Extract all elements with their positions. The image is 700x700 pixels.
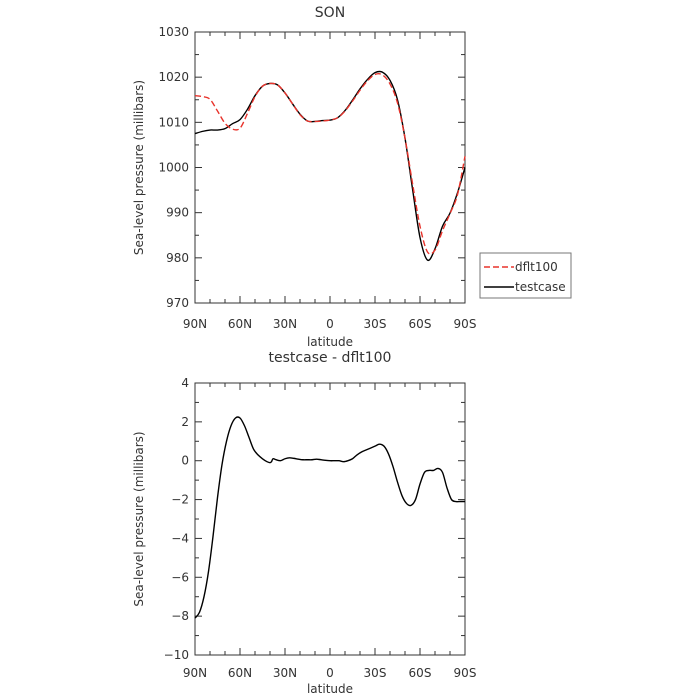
x-tick-label: 90N: [183, 666, 207, 680]
plot-frame: [194, 382, 466, 656]
y-axis-label: Sea-level pressure (millibars): [132, 431, 146, 606]
legend-box: [479, 252, 572, 299]
y-axis-label: Sea-level pressure (millibars): [132, 80, 146, 255]
x-tick-label: 90S: [454, 317, 477, 331]
x-axis-label: latitude: [307, 682, 353, 696]
y-tick-label: 2: [181, 415, 189, 429]
y-tick-label: 980: [166, 251, 189, 265]
chart-title: SON: [315, 5, 345, 21]
x-tick-label: 30S: [364, 666, 387, 680]
series-line-testcase-dflt100: [194, 416, 465, 619]
y-tick-label: 990: [166, 206, 189, 220]
y-tick-label: 970: [166, 296, 189, 310]
y-tick-label: 0: [181, 454, 189, 468]
y-tick-label: 1030: [158, 25, 189, 39]
x-tick-label: 30N: [273, 666, 297, 680]
x-tick-label: 60S: [409, 666, 432, 680]
x-tick-label: 60N: [228, 317, 252, 331]
x-tick-label: 90N: [183, 317, 207, 331]
chart-panel-1: SON 90N 60N 30N 0 30S 60S 90S 970 980 990 1000 1010 1…: [132, 5, 572, 349]
x-tick-label: 60S: [409, 317, 432, 331]
y-tick-label: −4: [171, 531, 189, 545]
y-tick-label: −8: [171, 609, 189, 623]
x-tick-label: 60N: [228, 666, 252, 680]
x-tick-label: 30S: [364, 317, 387, 331]
y-tick-label: −2: [171, 493, 189, 507]
plot-frame: [194, 31, 466, 304]
legend-label-testcase: testcase: [515, 280, 566, 294]
x-axis-label: latitude: [307, 335, 353, 349]
chart-title: testcase - dflt100: [269, 350, 392, 366]
x-tick-label: 90S: [454, 666, 477, 680]
x-tick-label: 0: [326, 317, 334, 331]
x-tick-label: 0: [326, 666, 334, 680]
chart-panel-2: testcase - dflt100 90N 60N 30N 0 30S 60S 90S −10…: [132, 350, 476, 696]
y-tick-label: −10: [164, 648, 189, 662]
series-line-dflt100: [194, 73, 466, 255]
y-tick-label: 1020: [158, 70, 189, 84]
y-tick-label: 1010: [158, 115, 189, 129]
legend: dflt100 testcase: [479, 252, 572, 299]
y-tick-label: 4: [181, 376, 189, 390]
x-tick-label: 30N: [273, 317, 297, 331]
series-line-testcase: [194, 70, 466, 262]
y-tick-label: −6: [171, 570, 189, 584]
legend-label-dflt100: dflt100: [515, 260, 558, 274]
y-tick-label: 1000: [158, 161, 189, 175]
